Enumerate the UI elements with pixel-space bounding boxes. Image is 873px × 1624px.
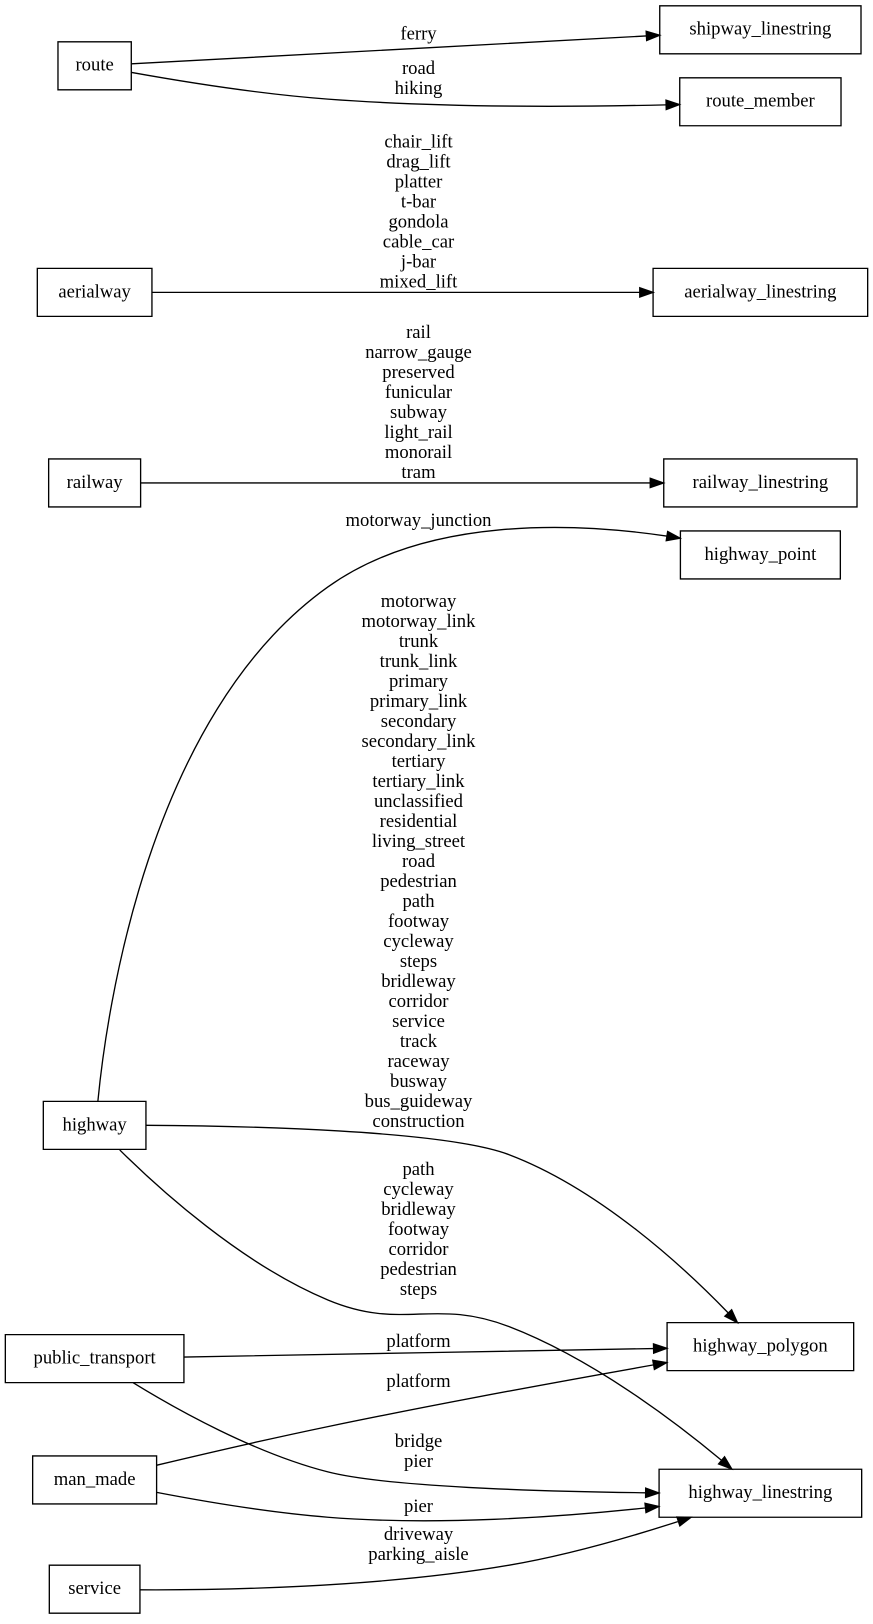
svg-text:road: road [402,58,436,79]
svg-text:steps: steps [400,1279,437,1300]
svg-text:subway: subway [390,402,448,423]
svg-text:bus_guideway: bus_guideway [365,1091,473,1112]
svg-text:tertiary_link: tertiary_link [372,771,465,792]
svg-text:footway: footway [388,911,450,932]
svg-text:bridge: bridge [395,1431,443,1452]
svg-text:living_street: living_street [372,831,466,852]
svg-text:mixed_lift: mixed_lift [380,271,458,292]
svg-text:parking_aisle: parking_aisle [368,1544,468,1565]
svg-text:busway: busway [390,1071,448,1092]
svg-text:unclassified: unclassified [374,791,464,812]
svg-text:route: route [75,55,113,76]
svg-text:preserved: preserved [382,362,455,383]
svg-text:railway: railway [67,472,124,493]
svg-text:ferry: ferry [400,23,437,44]
svg-text:service: service [392,1011,445,1032]
svg-text:tertiary: tertiary [392,751,446,772]
svg-text:t-bar: t-bar [401,191,437,212]
svg-text:bridleway: bridleway [381,1199,456,1220]
svg-text:drag_lift: drag_lift [386,151,451,172]
svg-text:primary_link: primary_link [370,691,468,712]
svg-text:pedestrian: pedestrian [380,871,457,892]
svg-text:highway_point: highway_point [704,544,817,565]
svg-text:steps: steps [400,951,437,972]
svg-text:public_transport: public_transport [34,1348,157,1369]
svg-text:cable_car: cable_car [383,231,455,252]
svg-text:cycleway: cycleway [383,1179,454,1200]
svg-text:man_made: man_made [54,1469,136,1490]
svg-text:corridor: corridor [388,991,449,1012]
svg-text:narrow_gauge: narrow_gauge [365,342,472,363]
svg-text:path: path [402,891,435,912]
svg-text:railway_linestring: railway_linestring [693,472,829,493]
svg-text:trunk_link: trunk_link [380,651,458,672]
svg-text:highway_polygon: highway_polygon [693,1336,828,1357]
svg-text:secondary_link: secondary_link [362,731,477,752]
svg-text:driveway: driveway [384,1524,454,1545]
svg-text:motorway_link: motorway_link [362,611,477,632]
svg-text:chair_lift: chair_lift [384,131,453,152]
svg-text:monorail: monorail [385,442,452,463]
svg-text:highway_linestring: highway_linestring [688,1482,832,1503]
svg-text:secondary: secondary [381,711,457,732]
svg-text:light_rail: light_rail [384,422,452,443]
svg-text:residential: residential [380,811,458,832]
svg-text:primary: primary [389,671,449,692]
svg-text:pedestrian: pedestrian [380,1259,457,1280]
svg-text:platter: platter [395,171,443,192]
svg-text:path: path [402,1159,435,1180]
svg-text:bridleway: bridleway [381,971,456,992]
svg-text:platform: platform [386,1371,451,1392]
svg-text:rail: rail [406,322,431,343]
svg-text:road: road [402,851,436,872]
svg-text:route_member: route_member [706,91,815,112]
svg-text:service: service [68,1578,121,1599]
svg-text:cycleway: cycleway [383,931,454,952]
svg-text:raceway: raceway [387,1051,450,1072]
svg-text:shipway_linestring: shipway_linestring [689,19,831,40]
svg-text:funicular: funicular [385,382,453,403]
svg-text:corridor: corridor [388,1239,449,1260]
svg-text:trunk: trunk [399,631,439,652]
svg-text:track: track [400,1031,438,1052]
svg-text:j-bar: j-bar [400,251,437,272]
svg-text:gondola: gondola [388,211,449,232]
svg-text:footway: footway [388,1219,450,1240]
svg-text:platform: platform [386,1331,451,1352]
svg-text:aerialway: aerialway [58,281,131,302]
svg-text:aerialway_linestring: aerialway_linestring [684,281,836,302]
svg-text:pier: pier [404,1451,434,1472]
svg-text:motorway_junction: motorway_junction [346,510,493,531]
svg-text:tram: tram [401,462,436,483]
svg-text:hiking: hiking [395,78,443,99]
svg-text:construction: construction [372,1111,465,1132]
svg-text:motorway: motorway [381,591,457,612]
svg-text:highway: highway [63,1114,128,1135]
svg-text:pier: pier [404,1496,434,1517]
